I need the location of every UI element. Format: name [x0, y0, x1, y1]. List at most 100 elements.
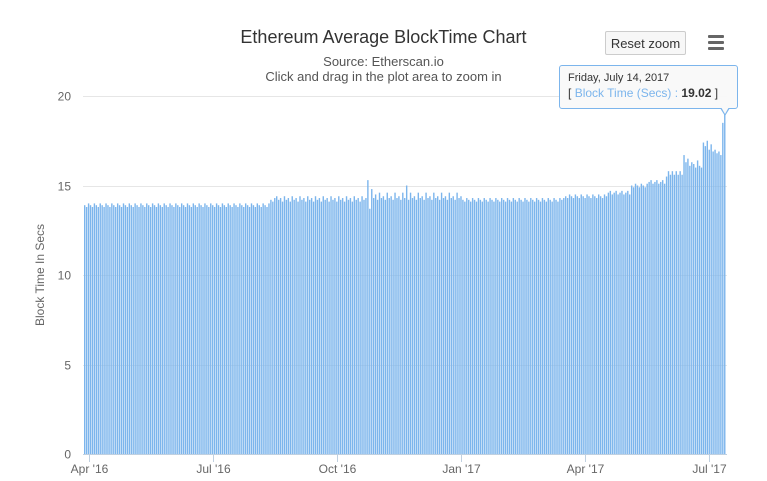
- data-bar[interactable]: [574, 194, 577, 454]
- data-bar[interactable]: [388, 198, 390, 454]
- data-bar[interactable]: [485, 199, 487, 454]
- data-bar[interactable]: [103, 206, 105, 454]
- data-bar[interactable]: [396, 198, 398, 454]
- data-bar[interactable]: [394, 192, 396, 454]
- data-bar[interactable]: [479, 199, 482, 454]
- data-bar[interactable]: [405, 185, 408, 455]
- data-bar[interactable]: [305, 201, 307, 454]
- data-bar[interactable]: [200, 205, 202, 454]
- data-bar[interactable]: [462, 199, 464, 454]
- data-bar[interactable]: [572, 198, 575, 454]
- data-bar[interactable]: [625, 192, 627, 454]
- data-bar[interactable]: [359, 201, 361, 454]
- data-bar[interactable]: [518, 198, 520, 454]
- data-bar[interactable]: [720, 155, 722, 454]
- data-bar[interactable]: [437, 196, 439, 455]
- data-bar[interactable]: [272, 201, 274, 454]
- data-bar[interactable]: [638, 187, 641, 455]
- data-bar[interactable]: [212, 205, 214, 454]
- data-bar[interactable]: [84, 205, 86, 454]
- data-bar[interactable]: [281, 201, 284, 454]
- data-bar[interactable]: [248, 206, 251, 454]
- data-bar[interactable]: [179, 206, 181, 454]
- data-bar[interactable]: [623, 194, 625, 454]
- data-bar[interactable]: [644, 187, 646, 455]
- data-bar[interactable]: [646, 183, 648, 454]
- data-bar[interactable]: [533, 201, 536, 454]
- data-bar[interactable]: [297, 201, 299, 454]
- data-bar[interactable]: [704, 146, 707, 454]
- data-bar[interactable]: [555, 199, 557, 454]
- data-bar[interactable]: [101, 205, 103, 454]
- data-bar[interactable]: [621, 190, 623, 454]
- data-bar[interactable]: [427, 198, 429, 454]
- data-bar[interactable]: [184, 206, 187, 454]
- data-bar[interactable]: [652, 183, 654, 454]
- data-bar[interactable]: [374, 194, 377, 454]
- data-bar[interactable]: [262, 203, 264, 454]
- data-bar[interactable]: [244, 203, 247, 454]
- data-bar[interactable]: [194, 205, 196, 454]
- data-bar[interactable]: [190, 206, 193, 454]
- data-bar[interactable]: [241, 205, 243, 454]
- data-bar[interactable]: [433, 192, 435, 454]
- data-bar[interactable]: [632, 187, 635, 455]
- data-bar[interactable]: [619, 192, 621, 454]
- data-bar[interactable]: [677, 174, 679, 454]
- data-bar[interactable]: [629, 194, 631, 454]
- data-bar[interactable]: [373, 198, 375, 454]
- data-bar[interactable]: [506, 198, 509, 454]
- data-bar[interactable]: [501, 198, 503, 454]
- data-bar[interactable]: [192, 203, 195, 454]
- data-bar[interactable]: [611, 194, 613, 454]
- data-bar[interactable]: [543, 199, 546, 454]
- data-bar[interactable]: [549, 199, 551, 454]
- data-bar[interactable]: [493, 201, 495, 454]
- data-bar[interactable]: [568, 194, 571, 454]
- data-bar[interactable]: [722, 122, 724, 454]
- data-bar[interactable]: [489, 198, 491, 454]
- data-bar[interactable]: [425, 192, 427, 454]
- data-bar[interactable]: [671, 171, 674, 454]
- data-bar[interactable]: [526, 199, 528, 454]
- data-bar[interactable]: [107, 205, 109, 454]
- data-bar[interactable]: [469, 201, 472, 454]
- data-bar[interactable]: [545, 201, 548, 454]
- data-bar[interactable]: [260, 206, 262, 454]
- data-bar[interactable]: [477, 198, 480, 454]
- data-bar[interactable]: [340, 199, 342, 454]
- data-bar[interactable]: [285, 199, 288, 454]
- data-bar[interactable]: [146, 203, 148, 454]
- data-bar[interactable]: [229, 205, 231, 454]
- data-bar[interactable]: [586, 194, 588, 454]
- data-bar[interactable]: [634, 183, 637, 454]
- data-bar[interactable]: [130, 205, 132, 454]
- data-bar[interactable]: [326, 198, 328, 454]
- data-bar[interactable]: [233, 203, 235, 454]
- data-bar[interactable]: [409, 192, 412, 454]
- data-bar[interactable]: [667, 171, 670, 454]
- data-bar[interactable]: [570, 196, 573, 455]
- data-bar[interactable]: [322, 196, 324, 455]
- data-bar[interactable]: [215, 203, 218, 454]
- data-bar[interactable]: [675, 171, 677, 454]
- data-bar[interactable]: [609, 190, 612, 454]
- data-bar[interactable]: [336, 201, 338, 454]
- data-bar[interactable]: [627, 190, 629, 454]
- data-bar[interactable]: [386, 192, 388, 454]
- data-bar[interactable]: [159, 205, 162, 454]
- data-bar[interactable]: [367, 180, 369, 454]
- data-bar[interactable]: [590, 198, 592, 454]
- data-bar[interactable]: [592, 194, 594, 454]
- data-bar[interactable]: [188, 205, 191, 454]
- data-bar[interactable]: [596, 198, 598, 454]
- data-bar[interactable]: [138, 206, 140, 454]
- data-bar[interactable]: [116, 203, 119, 454]
- data-bar[interactable]: [357, 198, 359, 454]
- data-bar[interactable]: [169, 203, 171, 454]
- data-bar[interactable]: [378, 192, 381, 454]
- data-bar[interactable]: [539, 201, 542, 454]
- data-bar[interactable]: [597, 194, 600, 454]
- data-bar[interactable]: [210, 203, 212, 454]
